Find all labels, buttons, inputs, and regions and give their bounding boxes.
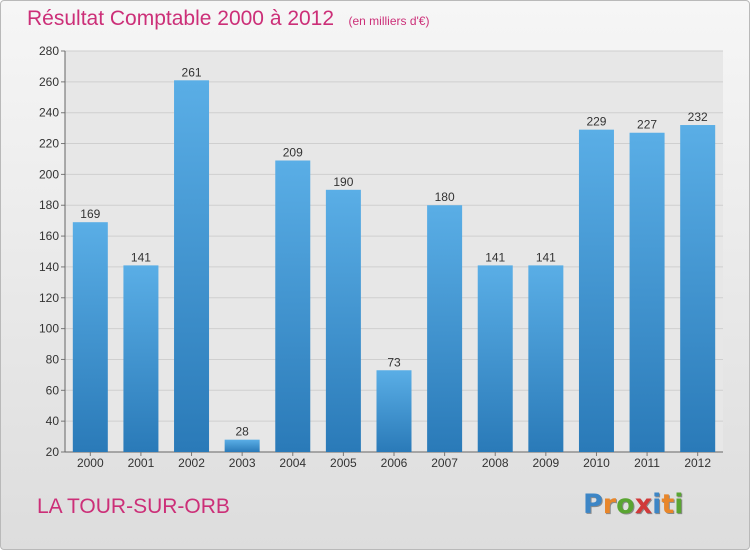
y-tick-label: 180 bbox=[39, 198, 59, 212]
chart-title: Résultat Comptable 2000 à 2012 bbox=[27, 7, 335, 30]
bar-value-label: 209 bbox=[283, 146, 303, 160]
y-tick-label: 100 bbox=[39, 322, 59, 336]
y-tick-label: 80 bbox=[46, 352, 60, 366]
bar bbox=[578, 129, 614, 452]
bar-value-label: 141 bbox=[485, 250, 505, 264]
y-tick-label: 40 bbox=[46, 414, 60, 428]
y-tick-label: 280 bbox=[39, 44, 59, 58]
x-tick-label: 2012 bbox=[684, 456, 711, 470]
logo-letter: P bbox=[583, 489, 603, 520]
bar-value-label: 261 bbox=[182, 65, 202, 79]
proxiti-logo[interactable]: Proxiti bbox=[583, 489, 684, 520]
logo-letter: r bbox=[602, 489, 617, 520]
bar-value-label: 227 bbox=[637, 118, 657, 132]
x-tick-label: 2007 bbox=[431, 456, 458, 470]
chart-header: Résultat Comptable 2000 à 2012 (en milli… bbox=[27, 7, 429, 31]
commune-name: LA TOUR-SUR-ORB bbox=[37, 495, 230, 518]
bar-value-label: 28 bbox=[235, 425, 249, 439]
x-tick-label: 2004 bbox=[279, 456, 306, 470]
x-tick-label: 2011 bbox=[634, 456, 660, 470]
chart-subtitle: (en milliers d'€) bbox=[348, 14, 430, 28]
bar bbox=[629, 132, 665, 452]
bar-value-label: 229 bbox=[586, 115, 606, 129]
bar bbox=[123, 265, 159, 452]
bar-value-label: 141 bbox=[536, 250, 556, 264]
logo-letter: i bbox=[652, 489, 662, 520]
y-tick-label: 260 bbox=[39, 75, 59, 89]
x-tick-label: 2009 bbox=[532, 456, 559, 470]
bar bbox=[72, 222, 108, 452]
bar-value-label: 190 bbox=[333, 175, 353, 189]
bar bbox=[174, 80, 210, 453]
y-tick-label: 200 bbox=[39, 167, 59, 181]
bar bbox=[477, 265, 513, 452]
bar-value-label: 73 bbox=[387, 355, 401, 369]
bar bbox=[325, 189, 361, 453]
bar bbox=[680, 125, 716, 453]
x-tick-label: 2010 bbox=[583, 456, 610, 470]
x-tick-label: 2003 bbox=[229, 456, 256, 470]
logo-letter: o bbox=[616, 489, 635, 520]
bar bbox=[528, 265, 564, 452]
bar-value-label: 180 bbox=[435, 190, 455, 204]
logo-letter: x bbox=[634, 489, 653, 520]
x-tick-label: 2002 bbox=[178, 456, 205, 470]
bar-value-label: 232 bbox=[688, 110, 708, 124]
y-tick-label: 220 bbox=[39, 137, 59, 151]
x-tick-label: 2001 bbox=[128, 456, 155, 470]
x-tick-label: 2006 bbox=[381, 456, 408, 470]
bar bbox=[376, 370, 412, 452]
y-tick-label: 60 bbox=[46, 383, 60, 397]
logo-letter: i bbox=[674, 489, 684, 520]
x-tick-label: 2005 bbox=[330, 456, 357, 470]
logo-letter: t bbox=[661, 489, 675, 520]
bar-value-label: 141 bbox=[131, 250, 151, 264]
y-tick-label: 20 bbox=[46, 445, 60, 459]
x-tick-label: 2008 bbox=[482, 456, 509, 470]
x-tick-label: 2000 bbox=[77, 456, 104, 470]
bar bbox=[224, 439, 260, 452]
bar bbox=[427, 205, 463, 452]
y-tick-label: 120 bbox=[39, 291, 59, 305]
y-tick-label: 240 bbox=[39, 106, 59, 120]
bar bbox=[275, 160, 311, 452]
y-tick-label: 140 bbox=[39, 260, 59, 274]
bar-value-label: 169 bbox=[80, 207, 100, 221]
y-tick-label: 160 bbox=[39, 229, 59, 243]
